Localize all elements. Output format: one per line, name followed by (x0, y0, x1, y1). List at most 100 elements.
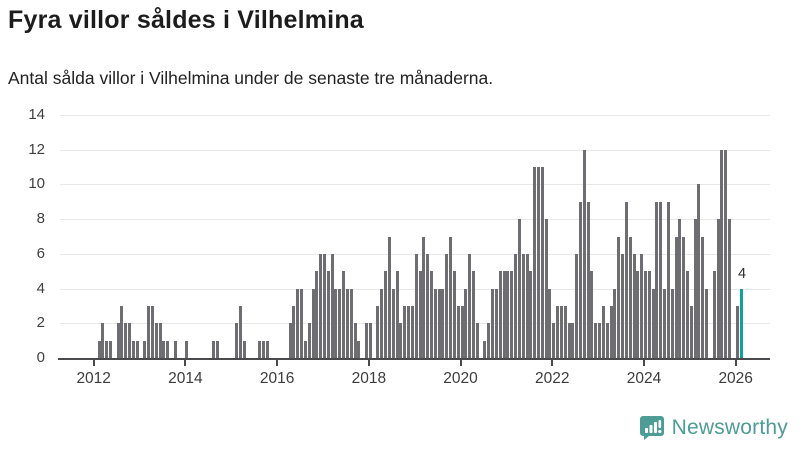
bar (368, 323, 372, 358)
bar (571, 323, 575, 358)
bar (663, 288, 667, 358)
highlight-value-label: 4 (737, 265, 747, 282)
bar (147, 305, 151, 358)
bar (609, 305, 613, 358)
bar (556, 305, 560, 358)
bar (108, 340, 112, 358)
bar (437, 288, 441, 358)
y-axis-tick-label: 4 (36, 279, 45, 297)
bar (563, 305, 567, 358)
x-axis-tick (734, 360, 737, 366)
bar (380, 288, 384, 358)
x-axis-tick (184, 360, 187, 366)
bar (682, 236, 686, 358)
bar (357, 340, 361, 358)
bar (151, 305, 155, 358)
bar (579, 201, 583, 358)
x-axis-tick-label: 2012 (76, 370, 111, 387)
bar (238, 305, 242, 358)
bar (475, 323, 479, 358)
bar (628, 236, 632, 358)
bar (429, 271, 433, 358)
bar (407, 305, 411, 358)
bar (701, 236, 705, 358)
highlight-bar (739, 288, 743, 358)
bar (666, 201, 670, 358)
bar (621, 253, 625, 358)
bar (349, 288, 353, 358)
bar (575, 253, 579, 358)
bar (185, 340, 189, 358)
bar (330, 253, 334, 358)
bar (128, 323, 132, 358)
y-axis-tick-label: 0 (36, 349, 45, 366)
bar (735, 305, 739, 358)
x-axis-tick-label: 2024 (626, 370, 662, 387)
bar (296, 288, 300, 358)
bar (242, 340, 246, 358)
bar (640, 253, 644, 358)
bar (384, 271, 388, 358)
bar (376, 305, 380, 358)
bar (540, 167, 544, 358)
bar (365, 323, 369, 358)
bar (502, 271, 506, 358)
y-axis-tick-label: 12 (28, 140, 45, 158)
x-axis-tick (551, 360, 554, 366)
x-axis-tick-label: 2026 (718, 370, 753, 387)
bar (124, 323, 128, 358)
bar (586, 201, 590, 358)
bar (559, 305, 563, 358)
bar (303, 340, 307, 358)
bar-chart: 0 2 4 6 8 10 12 14 2012 2014 2016 2018 2020 2022 2024 2… (28, 107, 770, 387)
chart-subtitle: Antal sålda villor i Vilhelmina under de… (8, 68, 494, 88)
bar (582, 149, 586, 358)
bar (101, 323, 105, 358)
bar (395, 271, 399, 358)
bar (643, 271, 647, 358)
bar (678, 219, 682, 358)
bar (288, 323, 292, 358)
bar (613, 288, 617, 358)
bar (311, 288, 315, 358)
bar (300, 288, 304, 358)
bar (544, 219, 548, 358)
bar (693, 219, 697, 358)
bar (292, 305, 296, 358)
gridline (60, 149, 770, 151)
bar (315, 271, 319, 358)
bar (510, 271, 514, 358)
bar (632, 253, 636, 358)
bar (399, 323, 403, 358)
bar (605, 323, 609, 358)
x-axis-tick-label: 2020 (443, 370, 478, 387)
bar (536, 167, 540, 358)
bar (334, 288, 338, 358)
y-axis-tick-label: 2 (36, 314, 45, 332)
x-axis-tick-label: 2016 (259, 370, 295, 387)
x-axis-tick (92, 360, 95, 366)
bar (135, 340, 139, 358)
bar (97, 340, 101, 358)
bar (624, 201, 628, 358)
bar (345, 288, 349, 358)
bar (258, 340, 262, 358)
bar (403, 305, 407, 358)
bar (506, 271, 510, 358)
bar (689, 305, 693, 358)
bar (525, 253, 529, 358)
x-axis-tick-label: 2018 (351, 370, 387, 387)
bar (552, 323, 556, 358)
bar (655, 201, 659, 358)
bar (391, 288, 395, 358)
bar (338, 288, 342, 358)
bar (636, 271, 640, 358)
bar (494, 288, 498, 358)
bar (651, 288, 655, 358)
newsworthy-wordmark: Newsworthy (671, 416, 788, 439)
bar (426, 253, 430, 358)
bar (724, 149, 728, 358)
y-axis-tick-label: 8 (36, 210, 45, 228)
x-axis-tick-label: 2014 (168, 370, 203, 387)
